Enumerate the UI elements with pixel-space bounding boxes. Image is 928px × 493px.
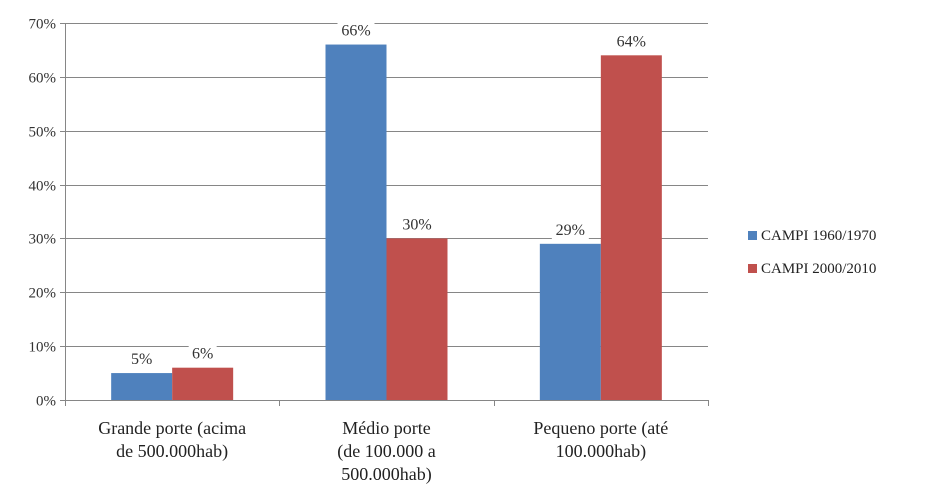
x-tick-label-line: 100.000hab): [556, 441, 646, 462]
bar: [325, 44, 387, 401]
legend-label: CAMPI 1960/1970: [761, 228, 876, 244]
legend-swatch: [748, 264, 757, 273]
data-label-background: [398, 214, 436, 235]
data-label: 64%: [617, 33, 646, 50]
data-label: 5%: [131, 351, 152, 368]
data-labels: 5% 66% 29% 6% 30% 64%: [127, 20, 650, 370]
y-tick-label: 40%: [29, 179, 57, 195]
y-tick-label: 10%: [29, 340, 57, 356]
bar: [539, 243, 601, 400]
y-tick-label: 20%: [29, 286, 57, 302]
bar: [172, 367, 234, 400]
x-tick-label-line: Médio porte: [342, 418, 430, 438]
bar: [111, 373, 173, 400]
x-tick-label-line: Grande porte (acima: [98, 418, 246, 439]
x-tick-label-line: de 500.000hab): [116, 441, 228, 462]
bar: [600, 55, 662, 401]
y-tick-label: 70%: [29, 17, 57, 33]
data-label: 66%: [341, 23, 370, 40]
x-tick-label: Médio porte (de 100.000 a 500.000hab): [337, 418, 435, 485]
data-label-background: [337, 20, 375, 41]
x-tick-label-line: (de 100.000 a: [337, 441, 435, 462]
bar: [386, 238, 448, 400]
data-label: 30%: [402, 216, 431, 233]
legend-swatch: [748, 231, 757, 240]
y-tick-label: 50%: [29, 125, 57, 141]
data-label: 29%: [556, 222, 585, 239]
axes: 0% 10% 20% 30% 40% 50% 60% 70% Grande porte (aci…: [29, 17, 709, 485]
data-label-background: [551, 219, 589, 240]
bars: [111, 44, 662, 401]
x-tick-label: Grande porte (acima de 500.000hab): [98, 418, 246, 462]
x-tick-label-line: Pequeno porte (até: [533, 418, 668, 439]
x-tick-label: Pequeno porte (até 100.000hab): [533, 418, 668, 462]
y-tick-label: 30%: [29, 232, 57, 248]
data-label: 6%: [192, 346, 213, 363]
data-label-background: [188, 343, 217, 364]
data-label-background: [127, 349, 156, 370]
legend-label: CAMPI 2000/2010: [761, 261, 876, 277]
y-tick-label: 60%: [29, 71, 57, 87]
legend: CAMPI 1960/1970 CAMPI 2000/2010: [748, 228, 876, 277]
y-tick-label: 0%: [36, 394, 56, 410]
x-tick-label-line: 500.000hab): [341, 464, 431, 485]
data-label-background: [612, 31, 650, 52]
